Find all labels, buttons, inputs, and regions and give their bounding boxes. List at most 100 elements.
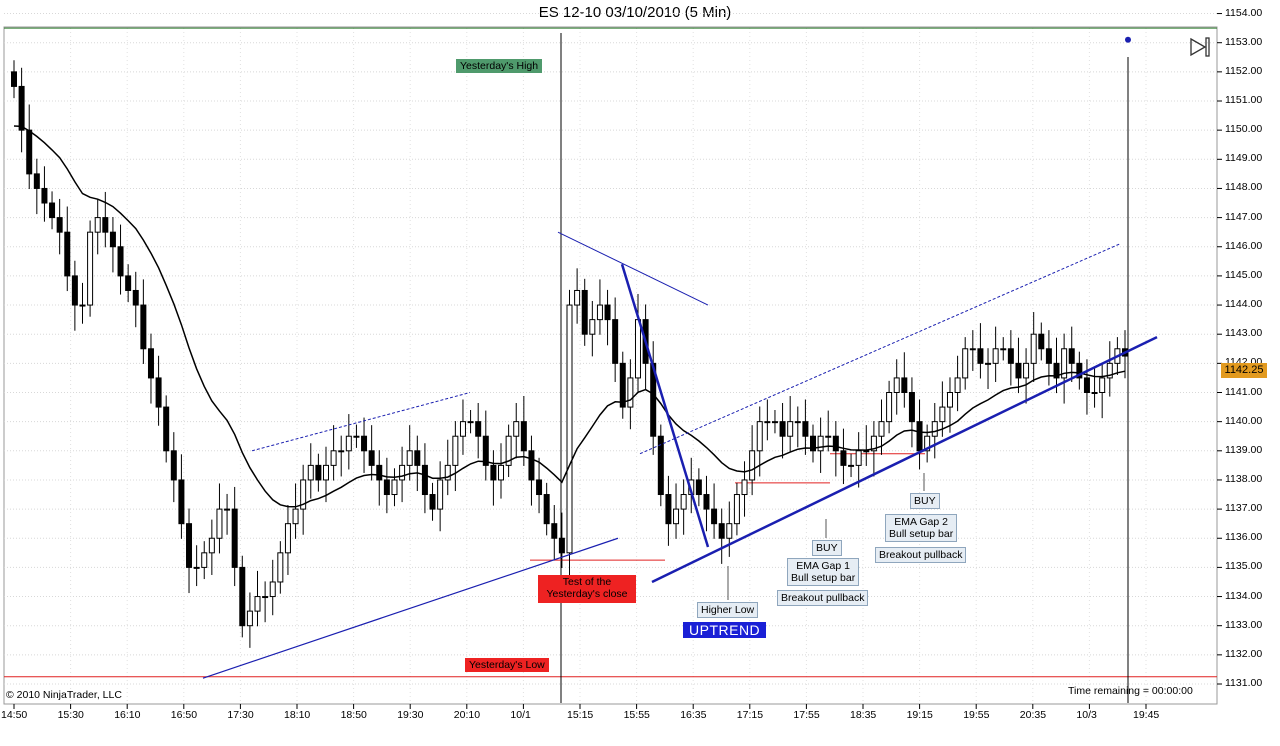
candle-body (1038, 333, 1045, 350)
candle-body (79, 304, 86, 307)
candle-body (794, 421, 801, 424)
candle-body (1076, 362, 1083, 379)
candle-body (1045, 348, 1052, 364)
channel-line-dashed-2 (639, 243, 1121, 455)
candle-body (1099, 377, 1106, 393)
candle-body (414, 450, 421, 466)
scroll-to-end-icon[interactable] (1189, 37, 1213, 57)
candle-body (787, 421, 794, 437)
candle-body (855, 450, 862, 466)
candle-body (26, 129, 33, 175)
candle-body (1030, 333, 1037, 364)
candle-body (224, 508, 231, 511)
y-tick-label: 1140.00 (1225, 414, 1263, 427)
ema-path (13, 125, 1126, 508)
candle-body (1007, 348, 1014, 364)
y-tick-label: 1135.00 (1225, 560, 1263, 573)
candle-body (338, 450, 345, 453)
candle-body (985, 362, 992, 365)
x-tick-label: 20:10 (453, 709, 481, 721)
candle-body (64, 231, 71, 277)
candle-body (102, 217, 109, 233)
candle-body (459, 421, 466, 437)
candle-body (239, 566, 246, 627)
y-tick-label: 1145.00 (1225, 268, 1263, 281)
candle-body (1091, 392, 1098, 394)
x-tick-label: 15:30 (57, 709, 84, 721)
candle-body (452, 435, 459, 466)
x-tick-label: 10/1 (510, 709, 531, 721)
ema-line (13, 125, 1126, 508)
cursor-dot (1125, 36, 1131, 43)
buy-label-2: BUY (910, 493, 940, 509)
candle-body (254, 596, 261, 612)
candle-body (840, 450, 847, 466)
candle-body (612, 319, 619, 364)
x-tick-label: 16:35 (680, 709, 707, 721)
resistance-trendline (557, 231, 709, 306)
candle-body (886, 392, 893, 423)
candle-body (109, 231, 116, 248)
candle-body (764, 421, 771, 424)
candle-body (779, 421, 786, 437)
candle-body (277, 552, 284, 583)
yesterdays-low-label: Yesterday's Low (465, 658, 549, 672)
candle-body (581, 289, 588, 335)
candle-body (201, 552, 208, 568)
candle-body (11, 71, 17, 87)
candle-body (56, 217, 63, 233)
candle-body (1053, 362, 1060, 379)
x-tick-label: 19:55 (963, 709, 990, 721)
uptrend-line (651, 335, 1158, 584)
y-tick-label: 1133.00 (1225, 618, 1263, 631)
candle-body (810, 435, 817, 452)
candle-body (345, 435, 352, 452)
candle-body (421, 464, 428, 496)
candle-body (863, 450, 870, 453)
candle-body (962, 348, 969, 379)
candle-body (946, 392, 953, 408)
candle-body (627, 377, 634, 408)
y-tick-label: 1132.00 (1225, 647, 1263, 660)
candle-body (1061, 348, 1068, 379)
candle-body (536, 479, 543, 496)
y-tick-label: 1143.00 (1225, 327, 1263, 340)
candle-body (71, 275, 78, 306)
candle-body (163, 406, 170, 452)
candle-body (49, 202, 56, 219)
candle-body (262, 596, 269, 599)
candle-body (680, 494, 687, 510)
candle-body (125, 275, 132, 291)
candle-body (825, 435, 832, 438)
candle-body (908, 392, 915, 423)
y-tick-label: 1153.00 (1225, 35, 1263, 48)
candle-body (551, 523, 558, 539)
candle-body (1083, 377, 1090, 393)
candle-body (870, 435, 877, 452)
candle-body (376, 464, 383, 481)
candle-body (475, 421, 482, 437)
x-tick-label: 10/3 (1076, 709, 1097, 721)
candle-body (939, 406, 946, 423)
x-tick-label: 15:15 (567, 709, 594, 721)
candle-body (170, 450, 177, 481)
candle-body (673, 508, 680, 525)
breakout-pullback-label-1: Breakout pullback (777, 590, 869, 606)
candle-body (695, 479, 702, 496)
candle-body (383, 479, 390, 496)
candle-body (634, 319, 641, 379)
candle-body (931, 421, 938, 437)
candle-body (368, 450, 375, 466)
candle-body (147, 348, 154, 379)
candle-body (726, 523, 733, 539)
y-tick-label: 1138.00 (1225, 472, 1263, 485)
candle-body (1023, 362, 1030, 379)
x-tick-label: 18:50 (340, 709, 367, 721)
candle-body (513, 421, 520, 437)
y-tick-label: 1141.00 (1225, 385, 1263, 398)
buy-label-1: BUY (812, 540, 842, 556)
x-tick-label: 17:15 (736, 709, 764, 721)
candle-body (665, 494, 672, 525)
candle-body (117, 246, 124, 277)
